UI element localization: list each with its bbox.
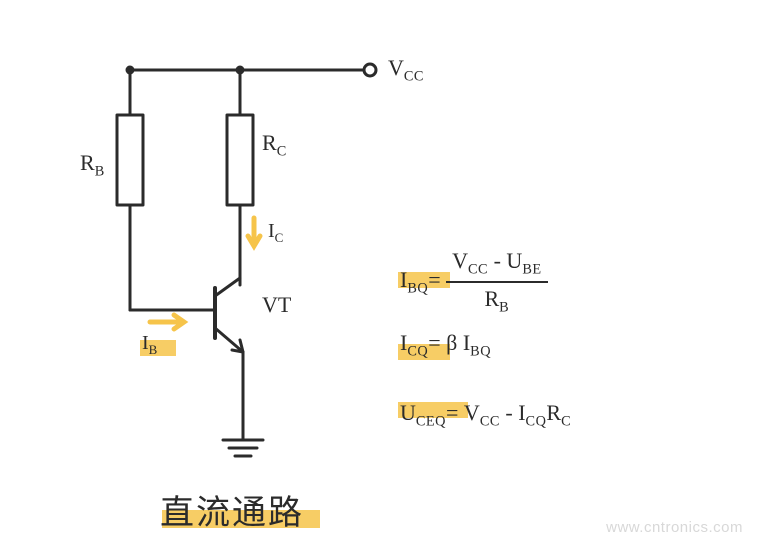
rc-text: R <box>262 130 277 155</box>
label-rc: RC <box>262 130 287 160</box>
ic-text: I <box>268 220 275 242</box>
equations-block: IBQ= VCC - UBE RB ICQ= β IBQ UCEQ= VCC -… <box>400 248 571 470</box>
watermark-text: www.cntronics.com <box>606 519 743 536</box>
ib-text: I <box>142 332 149 354</box>
vcc-sub: CC <box>404 68 424 84</box>
equation-uceq: UCEQ= VCC - ICQRC <box>400 400 571 448</box>
label-ic: IC <box>268 220 284 246</box>
ib-sub: B <box>149 342 158 357</box>
label-vcc: VCC <box>388 55 424 85</box>
label-ib: IB <box>142 332 158 358</box>
diagram-title: 直流通路 <box>160 485 304 534</box>
circuit-diagram <box>0 0 761 554</box>
vcc-text: V <box>388 55 404 80</box>
rb-text: R <box>80 150 95 175</box>
vt-text: VT <box>262 292 291 317</box>
equation-icq: ICQ= β IBQ <box>400 330 571 378</box>
label-vt: VT <box>262 292 291 318</box>
rb-sub: B <box>95 163 105 179</box>
ic-sub: C <box>275 230 284 245</box>
equation-ibq: IBQ= VCC - UBE RB <box>400 248 571 308</box>
rc-sub: C <box>277 143 287 159</box>
label-rb: RB <box>80 150 105 180</box>
fraction-ibq: VCC - UBE RB <box>446 248 547 317</box>
